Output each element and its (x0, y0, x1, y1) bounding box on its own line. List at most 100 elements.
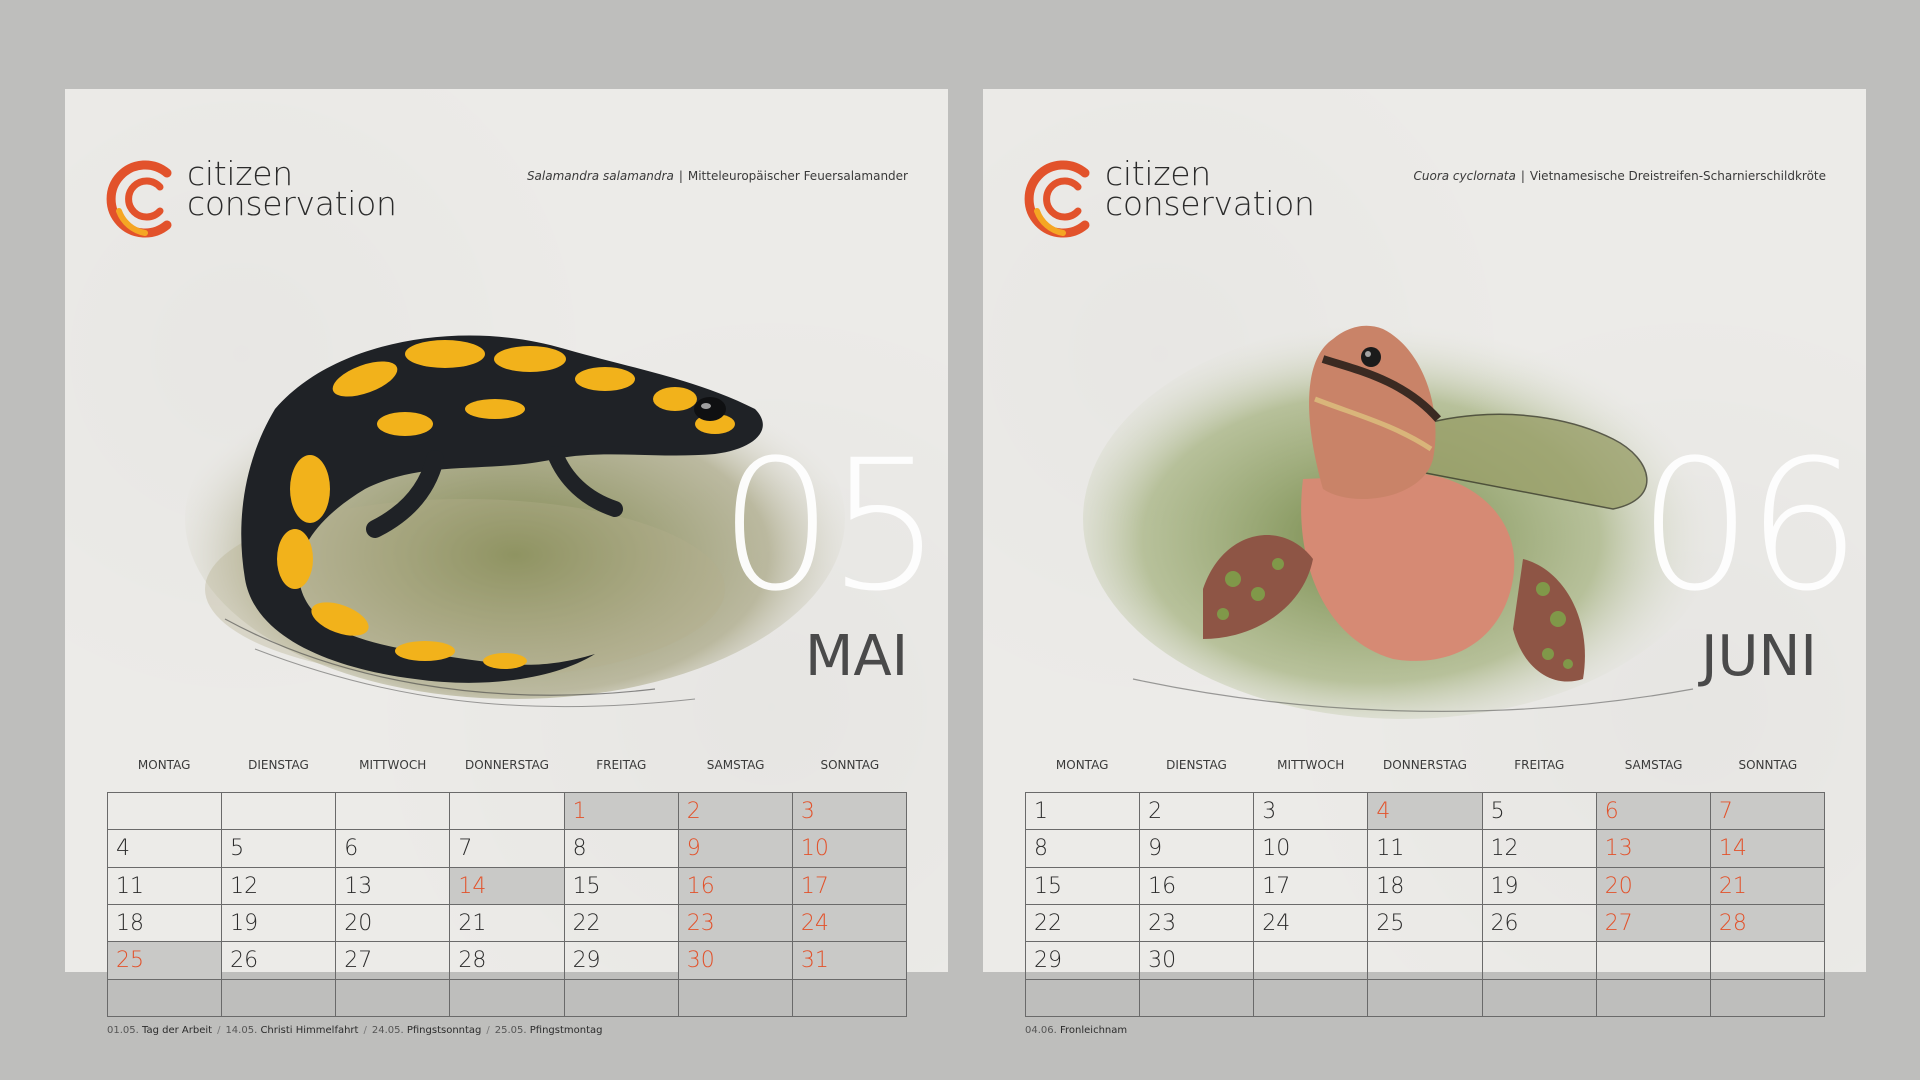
day-cell (1026, 979, 1141, 1017)
day-cell: 26 (222, 942, 337, 980)
day-cell: 1 (1026, 793, 1141, 831)
logo-mark-icon (106, 160, 172, 238)
day-cell: 17 (792, 867, 907, 905)
weekday-label: MONTAG (1055, 758, 1109, 772)
day-cell: 27 (336, 942, 451, 980)
day-cell (1368, 979, 1483, 1017)
day-cell (222, 979, 337, 1017)
day-cell: 3 (792, 793, 907, 831)
day-cell: 22 (564, 904, 679, 943)
day-cell: 6 (336, 830, 451, 868)
weekday-label: MITTWOCH (1277, 758, 1345, 772)
day-cell: 5 (222, 830, 337, 868)
month-number: 06 (1638, 422, 1861, 631)
day-cell: 12 (1482, 830, 1597, 868)
holiday-name: Tag der Arbeit (142, 1025, 213, 1036)
weekday-label: SAMSTAG (706, 758, 765, 772)
day-cell: 10 (792, 830, 907, 868)
day-cell: 10 (1254, 830, 1369, 868)
day-cell: 26 (1482, 904, 1597, 943)
holiday-separator: / (486, 1025, 490, 1036)
day-cell (1710, 979, 1825, 1017)
holiday-separator: / (217, 1025, 221, 1036)
day-cell: 30 (678, 942, 793, 980)
day-cell: 7 (1710, 793, 1825, 831)
day-cell: 16 (678, 867, 793, 905)
weekday-label: SONNTAG (1738, 758, 1798, 772)
day-cell (1140, 979, 1255, 1017)
day-cell: 21 (450, 904, 565, 943)
day-cell: 30 (1140, 942, 1255, 980)
day-cell (450, 793, 565, 831)
day-cell: 17 (1254, 867, 1369, 905)
calendar-grid: 1 2 3 4 5 6 7 8 9 10 11 12 13 14 15 16 17 18 19 20 21 22 23 24 2… (107, 792, 907, 1017)
day-cell: 12 (222, 867, 337, 905)
day-cell: 27 (1596, 904, 1711, 943)
holiday-name: Pfingstsonntag (406, 1025, 482, 1036)
day-cell: 8 (1026, 830, 1141, 868)
weekday-header: MONTAG DIENSTAG MITTWOCH DONNERSTAG FREI… (1025, 758, 1825, 772)
caption-separator: | (678, 169, 683, 183)
day-cell: 25 (1368, 904, 1483, 943)
caption-separator: | (1520, 169, 1525, 183)
day-cell (108, 793, 223, 831)
day-cell: 2 (678, 793, 793, 831)
logo-line-citizen: citizen (187, 154, 293, 193)
day-cell (1482, 979, 1597, 1017)
holiday-name: Christi Himmelfahrt (260, 1025, 359, 1036)
day-cell (678, 979, 793, 1017)
day-cell: 6 (1596, 793, 1711, 831)
day-cell: 13 (1596, 830, 1711, 868)
day-cell (222, 793, 337, 831)
day-cell (1596, 979, 1711, 1017)
day-cell: 23 (1140, 904, 1255, 943)
box-turtle-illustration (1053, 259, 1813, 739)
day-cell: 20 (336, 904, 451, 943)
day-cell: 7 (450, 830, 565, 868)
weekday-label: FREITAG (596, 758, 647, 772)
logo-line-citizen: citizen (1105, 154, 1211, 193)
day-cell: 23 (678, 904, 793, 943)
weekday-header: MONTAG DIENSTAG MITTWOCH DONNERSTAG FREI… (107, 758, 907, 772)
month-name: JUNI (1701, 624, 1817, 689)
weekday-label: MITTWOCH (359, 758, 427, 772)
day-cell (336, 979, 451, 1017)
day-cell: 14 (450, 867, 565, 905)
logo-mark-icon (1024, 160, 1090, 238)
fire-salamander-illustration (135, 259, 895, 739)
holiday-date: 01.05. (107, 1025, 139, 1036)
day-cell (1596, 942, 1711, 980)
day-cell: 4 (1368, 793, 1483, 831)
day-cell: 29 (1026, 942, 1141, 980)
logo-line-conservation: conservation (187, 184, 397, 223)
day-cell: 15 (564, 867, 679, 905)
day-cell (336, 793, 451, 831)
day-cell: 1 (564, 793, 679, 831)
day-cell: 5 (1482, 793, 1597, 831)
day-cell: 21 (1710, 867, 1825, 905)
day-cell: 11 (1368, 830, 1483, 868)
calendar-grid: 1 2 3 4 5 6 7 8 9 10 11 12 13 14 15 16 17 18 19 20 21 22 23 24 2… (1025, 792, 1825, 1017)
calendar-page-june: citizen conservation Cuora cyclornata | Vi… (983, 89, 1866, 1036)
day-cell: 29 (564, 942, 679, 980)
weekday-label: DONNERSTAG (465, 758, 549, 772)
holiday-separator: / (363, 1025, 367, 1036)
weekday-label: SAMSTAG (1624, 758, 1683, 772)
calendar-page-may: citizen conservation Salamandra salamand… (65, 89, 948, 1036)
species-common-name: Mitteleuropäischer Feuersalamander (687, 169, 908, 183)
weekday-label: FREITAG (1514, 758, 1565, 772)
month-number: 05 (719, 422, 942, 631)
day-cell: 22 (1026, 904, 1141, 943)
day-cell: 28 (1710, 904, 1825, 943)
day-cell (1482, 942, 1597, 980)
day-cell: 2 (1140, 793, 1255, 831)
weekday-label: DIENSTAG (1166, 758, 1227, 772)
holiday-name: Pfingstmontag (529, 1025, 603, 1036)
day-cell: 18 (108, 904, 223, 943)
day-cell: 13 (336, 867, 451, 905)
day-cell: 11 (108, 867, 223, 905)
day-cell: 20 (1596, 867, 1711, 905)
holiday-name: Fronleichnam (1060, 1025, 1128, 1036)
holiday-footnote: 01.05. Tag der Arbeit / 14.05. Christi Him… (107, 1025, 603, 1036)
species-latin-name: Cuora cyclornata (1413, 169, 1516, 183)
